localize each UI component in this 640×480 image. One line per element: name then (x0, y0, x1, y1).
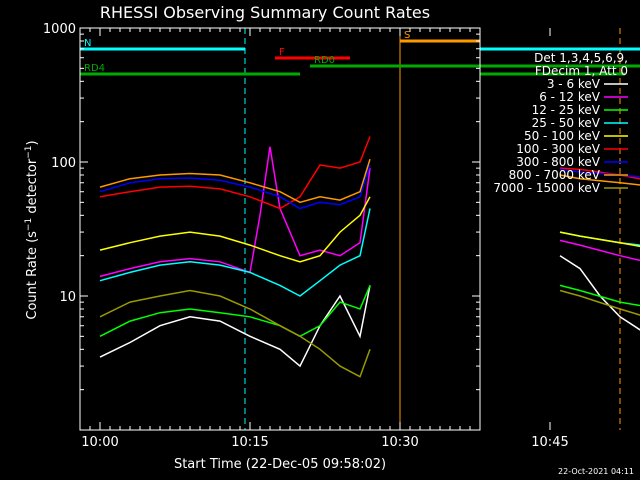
legend-entry-label: 12 - 25 keV (532, 103, 601, 117)
legend-header-line: FDecim 1, Att 0 (535, 64, 628, 78)
series-line (99, 285, 371, 338)
series-line (99, 208, 371, 297)
legend-entry-label: 50 - 100 keV (524, 129, 601, 143)
chart-title: RHESSI Observing Summary Count Rates (100, 3, 430, 22)
series-line (99, 158, 371, 204)
legend-entry-label: 300 - 800 keV (516, 155, 600, 169)
legend-entry-label: 7000 - 15000 keV (493, 181, 600, 195)
series-line (559, 289, 640, 316)
legend: Det 1,3,4,5,6,9,FDecim 1, Att 03 - 6 keV… (493, 51, 628, 195)
y-tick-label: 1000 (43, 22, 76, 37)
y-axis-label-sup2: −1 (24, 145, 34, 158)
x-tick-label: 10:00 (81, 435, 118, 450)
series-line (99, 136, 371, 210)
y-axis-label-prefix: Count Rate (s (25, 231, 40, 320)
series-line (559, 239, 640, 262)
legend-entry-label: 3 - 6 keV (547, 77, 601, 91)
legend-header-line: Det 1,3,4,5,6,9, (534, 51, 628, 65)
axes: 10:0010:1510:3010:4511:0011:1511:3010100… (43, 22, 569, 450)
series-line (559, 231, 640, 248)
legend-entry-label: 100 - 300 keV (516, 142, 600, 156)
series-line (99, 146, 371, 278)
series-line (99, 289, 371, 378)
legend-entry-label: 6 - 12 keV (539, 90, 601, 104)
x-tick-label: 10:45 (531, 435, 568, 450)
x-tick-label: 10:15 (231, 435, 268, 450)
mode-band-label: RD0 (314, 55, 335, 66)
series-line (559, 174, 640, 186)
mode-band-label: F (279, 47, 285, 58)
legend-entry-label: 800 - 7000 keV (509, 168, 601, 182)
y-axis-label-mid: detector (25, 158, 40, 218)
legend-entry-label: 25 - 50 keV (532, 116, 601, 130)
series-line (559, 284, 640, 307)
plot-area: N S F RD0 RD4 (80, 28, 640, 430)
series-line (99, 164, 371, 210)
series-line (99, 196, 371, 263)
x-axis-label: Start Time (22-Dec-05 09:58:02) (174, 457, 386, 472)
mode-band-label: RD4 (84, 63, 105, 74)
y-axis-label: Count Rate (s−1 detector−1) (24, 140, 40, 319)
y-tick-label: 10 (59, 290, 76, 305)
mode-band-label: N (84, 38, 91, 49)
y-tick-label: 100 (51, 156, 76, 171)
y-axis-label-sup1: −1 (24, 218, 34, 231)
mode-band-label: S (404, 30, 410, 41)
y-axis-label-suffix: ) (25, 140, 40, 145)
x-tick-label: 10:30 (381, 435, 418, 450)
timestamp: 22-Oct-2021 04:11 (558, 467, 634, 476)
